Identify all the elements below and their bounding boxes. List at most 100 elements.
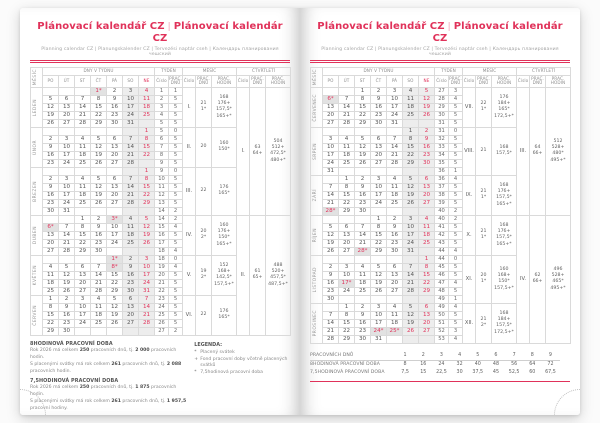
quarter-workdays-cell: 61 65+: [249, 214, 267, 336]
day-cell: 3: [338, 262, 355, 272]
day-cell: 15: [402, 142, 419, 152]
day-cell: 29: [370, 246, 387, 256]
day-cell: 17: [370, 318, 387, 328]
day-cell: 16: [417, 142, 436, 152]
day-cell: 18: [386, 190, 403, 200]
conversion-value: 60: [529, 370, 536, 376]
day-cell: 4: [402, 86, 419, 96]
header-ctvrtleti: ČTVRTLETÍ: [236, 66, 292, 76]
day-cell: 19: [402, 318, 419, 328]
day-cell: 13: [122, 302, 139, 312]
week-workdays-cell: 4: [448, 174, 464, 184]
day-cell: 23: [354, 326, 371, 336]
day-cell: 7: [338, 94, 355, 104]
day-cell: 4: [74, 134, 91, 144]
header-day-po: PO: [322, 74, 339, 88]
day-cell: [74, 326, 91, 336]
week-row: KVĚTEN 1* 2 3 18 0 V. 19 2* 152 168+ 142,5* 157,5+*: [30, 254, 291, 296]
day-cell: [402, 118, 419, 128]
day-cell: 12: [42, 102, 59, 112]
day-cell: [90, 126, 107, 136]
week-workdays-cell: 5: [168, 270, 184, 280]
day-cell: 21: [338, 110, 355, 120]
day-cell: 1: [42, 294, 59, 304]
week-workdays-cell: 5: [168, 190, 184, 200]
day-cell: 25: [137, 110, 156, 120]
week-workdays-cell: 5: [448, 310, 464, 320]
day-cell: [386, 166, 403, 176]
day-cell: 27: [370, 158, 387, 168]
day-cell: 7: [322, 182, 339, 192]
quarter-number-cell: IV.: [516, 214, 531, 344]
day-cell: 3*: [106, 214, 123, 224]
week-number-cell: 18: [154, 246, 170, 256]
day-cell: 24: [58, 158, 75, 168]
day-cell: 11: [338, 142, 355, 152]
day-cell: [42, 166, 59, 176]
week-workdays-cell: 5: [448, 142, 464, 152]
week-number-cell: 6: [154, 134, 170, 144]
day-cell: 8: [137, 134, 156, 144]
day-cell: 6: [58, 94, 75, 104]
header-dny-v-tydnu: DNY V TÝDNU: [321, 66, 436, 76]
header-day-út: ÚT: [338, 74, 355, 88]
week-workdays-cell: 5: [448, 110, 464, 120]
legend-symbol: +: [194, 356, 199, 362]
day-cell: 22: [137, 150, 156, 160]
title-sk: Plánovací kalendár CZ: [152, 21, 283, 44]
month-number-cell: VIII.: [462, 126, 477, 176]
day-cell: 10: [338, 270, 355, 280]
month-name-cell: DUBEN: [30, 214, 43, 256]
week-row: 9 10 11 12 13 14 15 46 5: [311, 270, 571, 280]
day-cell: 22: [417, 278, 436, 288]
day-cell: [106, 166, 123, 176]
header-tyden: TÝDEN: [154, 66, 184, 76]
day-cell: 23: [42, 158, 59, 168]
day-cell: 6: [106, 174, 123, 184]
header-cislo: Číslo: [236, 74, 251, 88]
day-cell: 12: [106, 302, 123, 312]
header-day-po: PO: [42, 74, 59, 88]
day-cell: 1: [338, 302, 355, 312]
calendar-table-left: MĚSÍC DNY V TÝDNU TÝDEN MĚSÍC ČTVRTLETÍ PO ÚT S…: [30, 66, 292, 336]
day-cell: 20: [417, 190, 436, 200]
day-cell: 9: [322, 270, 339, 280]
week-number-cell: 3: [154, 102, 170, 112]
month-workdays-cell: 21: [475, 126, 493, 176]
day-cell: [417, 294, 436, 304]
day-cell: [338, 86, 355, 96]
week-number-cell: 28: [434, 94, 450, 104]
day-cell: 26: [106, 318, 123, 328]
week-number-cell: 7: [154, 142, 170, 152]
week-number-cell: 22: [154, 286, 170, 296]
week-number-cell: 20: [154, 270, 170, 280]
day-cell: 5: [137, 214, 156, 224]
week-row: 30 49 1: [311, 294, 571, 304]
header-day-st: ST: [74, 74, 91, 88]
day-cell: [386, 254, 403, 264]
week-number-cell: 18: [154, 254, 170, 264]
day-cell: 9: [417, 134, 436, 144]
day-cell: 7: [90, 262, 107, 272]
day-cell: 4: [90, 294, 107, 304]
week-workdays-cell: 5: [448, 238, 464, 248]
day-cell: 26: [417, 110, 436, 120]
day-cell: 19: [370, 278, 387, 288]
day-cell: 27: [106, 158, 123, 168]
week-row: 21 22 23 24* 25* 26 27 52 3: [311, 326, 571, 336]
day-cell: 21: [322, 326, 339, 336]
header-day-ne: NE: [417, 74, 436, 88]
day-cell: 17: [137, 270, 156, 280]
week-row: 15 16 17 18 19 20 21 25 5: [31, 310, 291, 320]
legend-title: LEGENDA:: [194, 341, 223, 348]
month-name-text: LISTOPAD: [313, 266, 319, 293]
day-cell: 11: [386, 182, 403, 192]
header-cislo: Číslo: [516, 74, 531, 88]
day-cell: 22: [402, 150, 419, 160]
day-cell: 30: [354, 206, 371, 216]
week-row: ČERVENEC 1 2 3 4 5 27 3 VII. 22 1* 176 184+ 165* 172,5…: [310, 86, 572, 216]
title-separator: |: [167, 22, 171, 32]
week-number-cell: 31: [434, 126, 450, 136]
quarter-hours-cell: 488 520+ 457,5* 487,5+*: [265, 214, 292, 336]
day-cell: 10: [137, 262, 156, 272]
